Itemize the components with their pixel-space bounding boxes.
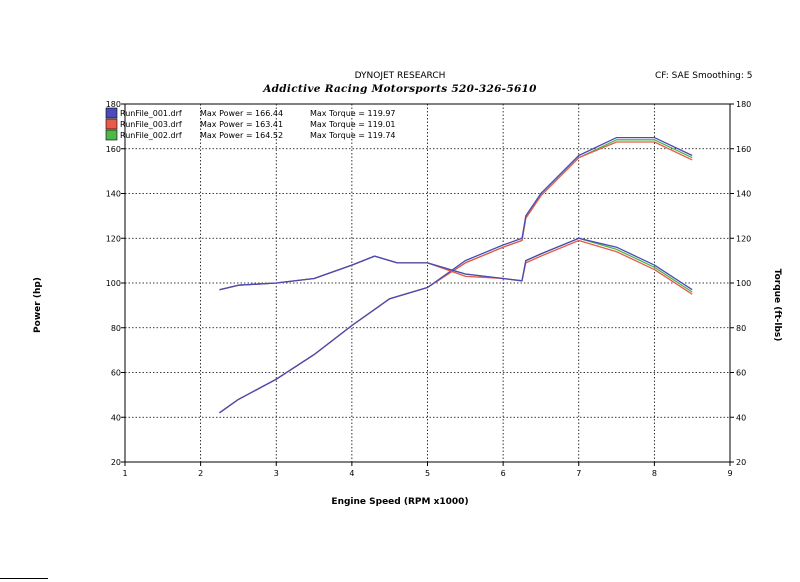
y-tick-label-left: 180 (106, 100, 121, 109)
y-tick-label-left: 120 (106, 234, 121, 243)
y-axis-label-right: Torque (ft-lbs) (772, 268, 782, 342)
x-tick-label: 4 (349, 469, 354, 478)
y-tick-label-right: 160 (736, 145, 751, 154)
power-line-RunFile-001-drf (219, 136, 693, 414)
legend-swatch (105, 118, 118, 130)
y-tick-label-right: 40 (736, 413, 746, 422)
cf-smoothing-label: CF: SAE Smoothing: 5 (655, 71, 753, 81)
x-tick-label: 3 (274, 469, 279, 478)
y-tick-label-right: 20 (736, 458, 746, 467)
legend-max-torque: Max Torque = 119.01 (310, 120, 396, 129)
y-tick-label-right: 100 (736, 279, 751, 288)
legend-max-torque: Max Torque = 119.97 (310, 109, 396, 118)
legend-swatch (105, 107, 118, 119)
legend-max-power: Max Power = 166.44 (200, 109, 283, 118)
corner-rule (0, 578, 48, 579)
x-tick-label: 8 (652, 469, 657, 478)
y-tick-label-left: 160 (106, 145, 121, 154)
x-axis-label: Engine Speed (RPM x1000) (331, 497, 469, 507)
x-tick-label: 6 (501, 469, 506, 478)
torque-line-RunFile-001-drf (219, 237, 693, 291)
legend-max-torque: Max Torque = 119.74 (310, 131, 396, 140)
y-tick-label-right: 60 (736, 369, 746, 378)
chart-subtitle: Addictive Racing Motorsports 520-326-561… (263, 83, 537, 95)
y-tick-label-left: 80 (111, 324, 121, 333)
legend-file: RunFile_001.drf (120, 109, 182, 118)
chart-title: DYNOJET RESEARCH (354, 71, 446, 81)
x-tick-label: 9 (727, 469, 732, 478)
x-tick-label: 7 (576, 469, 581, 478)
y-tick-label-left: 40 (111, 413, 121, 422)
y-tick-label-left: 100 (106, 279, 121, 288)
y-tick-label-right: 80 (736, 324, 746, 333)
legend-max-power: Max Power = 163.41 (200, 120, 283, 129)
y-axis-label-left: Power (hp) (33, 277, 43, 333)
y-tick-label-right: 120 (736, 234, 751, 243)
legend-file: RunFile_002.drf (120, 131, 182, 140)
x-tick-label: 5 (425, 469, 430, 478)
y-tick-label-right: 140 (736, 190, 751, 199)
legend-file: RunFile_003.drf (120, 120, 182, 129)
x-tick-label: 1 (122, 469, 127, 478)
y-tick-label-right: 180 (736, 100, 751, 109)
y-tick-label-left: 20 (111, 458, 121, 467)
y-tick-label-left: 140 (106, 190, 121, 199)
x-tick-label: 2 (198, 469, 203, 478)
legend-swatch (105, 129, 118, 141)
legend-max-power: Max Power = 164.52 (200, 131, 283, 140)
y-tick-label-left: 60 (111, 369, 121, 378)
